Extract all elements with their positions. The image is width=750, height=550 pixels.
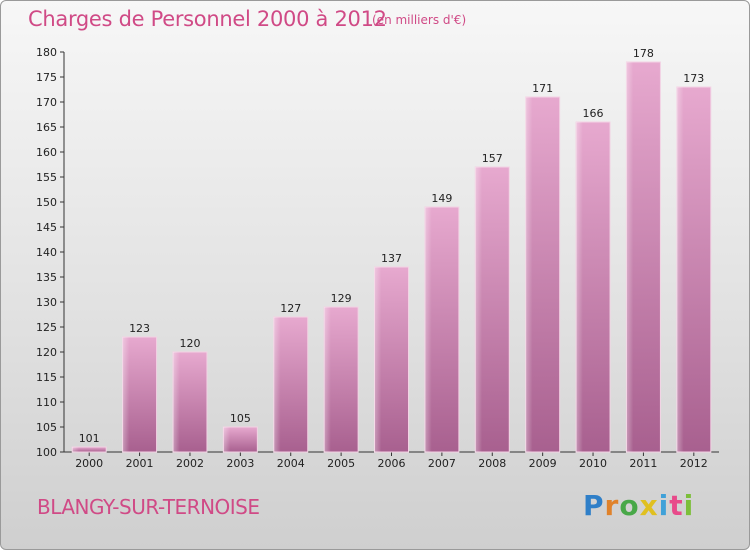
bar-highlight xyxy=(475,167,510,452)
x-tick-label: 2008 xyxy=(478,457,506,470)
x-tick-label: 2006 xyxy=(378,457,406,470)
y-tick-label: 145 xyxy=(36,221,57,234)
bar-value-label: 105 xyxy=(230,412,251,425)
bar-labels: 101 123 120 105 127 129 137 149 157 171 166 178 173 xyxy=(79,47,705,445)
bar-value-label: 149 xyxy=(431,192,452,205)
x-tick-label: 2009 xyxy=(529,457,557,470)
bar-value-label: 157 xyxy=(482,152,503,165)
bars xyxy=(71,61,712,453)
bar-highlight xyxy=(273,317,308,452)
bar-value-label: 120 xyxy=(179,337,200,350)
bar-value-label: 166 xyxy=(583,107,604,120)
x-tick-label: 2000 xyxy=(75,457,103,470)
town-name: BLANGY-SUR-TERNOISE xyxy=(37,495,260,519)
bar-highlight xyxy=(676,87,711,452)
x-tick-label: 2007 xyxy=(428,457,456,470)
y-tick-label: 150 xyxy=(36,196,57,209)
y-tick-label: 175 xyxy=(36,71,57,84)
y-tick-label: 135 xyxy=(36,271,57,284)
x-tick-label: 2011 xyxy=(629,457,657,470)
x-tick-label: 2001 xyxy=(126,457,154,470)
bar-value-label: 173 xyxy=(683,72,704,85)
bar-highlight xyxy=(223,427,258,452)
y-tick-label: 160 xyxy=(36,146,57,159)
bar-highlight xyxy=(525,97,560,452)
chart-title: Charges de Personnel 2000 à 2012 xyxy=(28,7,387,31)
bar-value-label: 171 xyxy=(532,82,553,95)
y-tick-label: 130 xyxy=(36,296,57,309)
x-tick-label: 2002 xyxy=(176,457,204,470)
x-tick-label: 2010 xyxy=(579,457,607,470)
y-tick-label: 125 xyxy=(36,321,57,334)
bar-highlight xyxy=(626,62,661,452)
proxiti-logo[interactable]: Proxiti xyxy=(583,489,695,522)
bar-value-label: 123 xyxy=(129,322,150,335)
bar-highlight xyxy=(172,352,207,452)
bar-value-label: 137 xyxy=(381,252,402,265)
x-tick-label: 2004 xyxy=(277,457,305,470)
bar-highlight xyxy=(576,122,611,452)
y-tick-label: 100 xyxy=(36,446,57,459)
y-tick-label: 180 xyxy=(36,46,57,59)
chart-subtitle: (en milliers d'€) xyxy=(372,13,467,27)
bar-highlight xyxy=(122,337,157,452)
bar-value-label: 127 xyxy=(280,302,301,315)
y-tick-label: 115 xyxy=(36,371,57,384)
bar-value-label: 101 xyxy=(79,432,100,445)
y-tick-label: 165 xyxy=(36,121,57,134)
y-tick-label: 105 xyxy=(36,421,57,434)
bar-value-label: 178 xyxy=(633,47,654,60)
y-tick-label: 140 xyxy=(36,246,57,259)
bar-value-label: 129 xyxy=(331,292,352,305)
bar-highlight xyxy=(324,307,359,452)
y-tick-label: 155 xyxy=(36,171,57,184)
bar-highlight xyxy=(374,267,409,452)
x-tick-label: 2005 xyxy=(327,457,355,470)
x-tick-label: 2003 xyxy=(226,457,254,470)
y-tick-label: 110 xyxy=(36,396,57,409)
y-tick-label: 170 xyxy=(36,96,57,109)
y-tick-label: 120 xyxy=(36,346,57,359)
bar-highlight xyxy=(424,207,459,452)
axes: 100 105 110 115 120 125 130 135 140 145 150 155 160 1… xyxy=(36,46,719,470)
bar-highlight xyxy=(72,447,107,452)
x-tick-label: 2012 xyxy=(680,457,708,470)
